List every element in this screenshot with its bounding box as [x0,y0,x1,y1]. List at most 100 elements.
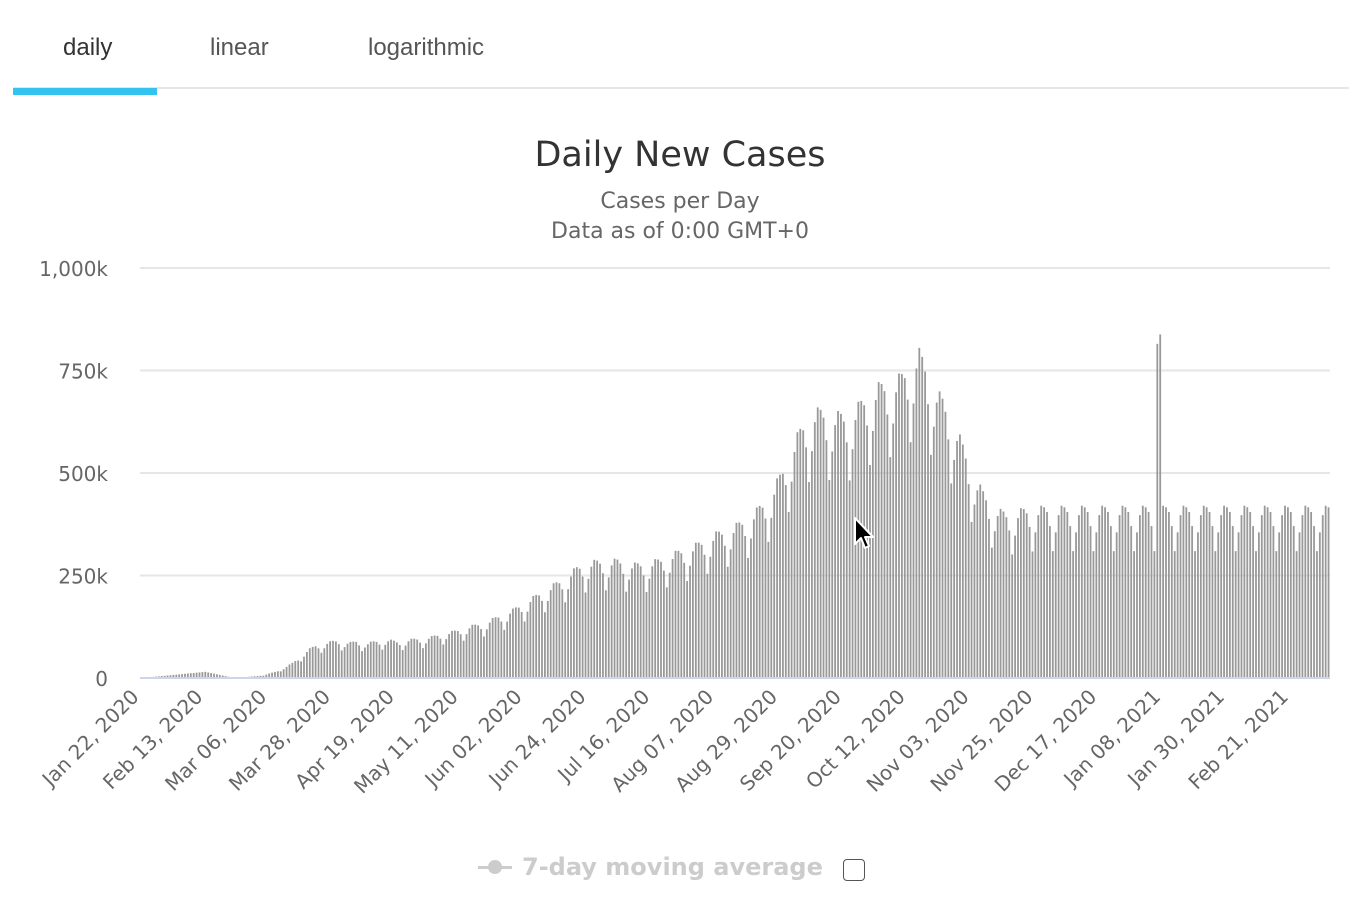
daily-cases-bar [1069,526,1072,678]
daily-cases-bar [662,570,665,678]
daily-cases-bar [1191,526,1194,678]
daily-cases-bar [573,568,575,678]
daily-cases-bar [1284,505,1286,678]
tab-bar: daily linear logarithmic [0,0,1362,96]
daily-cases-bar [822,417,825,678]
daily-cases-bar [358,645,361,678]
daily-cases-bar [314,646,317,678]
daily-cases-bar [837,411,839,678]
daily-cases-bar [1170,526,1173,678]
daily-cases-bar [645,591,648,678]
daily-cases-bar [175,674,178,678]
daily-cases-bar [781,473,784,678]
daily-cases-bar [744,536,747,678]
daily-cases-bar [773,494,776,678]
daily-cases-bar [712,540,715,678]
daily-cases-bar [842,421,845,678]
daily-cases-bar [584,592,587,678]
daily-cases-bar [546,600,549,678]
daily-cases-bar [1118,515,1121,678]
daily-cases-bar [210,673,213,678]
daily-cases-bar [279,671,282,678]
daily-cases-bar [1054,532,1057,678]
tab-linear[interactable]: linear [210,34,269,61]
daily-cases-bar [1228,511,1231,678]
daily-cases-bar [990,547,993,678]
daily-cases-bar [1121,505,1124,678]
daily-cases-bar [317,648,320,678]
daily-cases-bar [903,378,906,678]
daily-cases-bar [1066,511,1069,678]
daily-cases-bar [898,373,900,678]
daily-cases-bar [483,636,485,678]
daily-cases-bar [523,621,526,678]
daily-cases-bar [831,451,834,678]
daily-cases-bar [494,617,497,678]
daily-cases-bar [866,425,868,678]
moving-average-checkbox[interactable] [843,859,865,881]
daily-cases-bar [793,452,796,678]
mouse-pointer-icon [854,517,874,549]
daily-cases-bar [581,576,584,678]
daily-cases-bar [303,656,305,678]
daily-cases-bar [1278,532,1281,678]
daily-cases-bar [558,583,561,678]
daily-cases-bar [387,641,390,678]
daily-cases-bar [285,666,288,678]
daily-cases-bar [1226,507,1228,678]
daily-cases-bar [323,648,326,678]
daily-cases-bar [424,643,427,678]
daily-cases-bar [767,541,770,678]
daily-cases-bar [1049,526,1051,678]
daily-cases-bar [660,561,662,678]
daily-cases-bar [514,607,517,678]
moving-average-legend[interactable]: 7-day moving average [478,852,823,882]
daily-cases-bar [1179,515,1182,678]
tab-logarithmic[interactable]: logarithmic [368,34,485,61]
daily-cases-bar [1136,532,1138,678]
daily-cases-bar [1072,551,1075,678]
daily-cases-bar [941,398,944,678]
daily-cases-bar [604,590,607,678]
daily-cases-bar [848,480,851,678]
daily-cases-bar [932,426,935,678]
daily-cases-bar [512,608,514,678]
daily-cases-bar [854,420,857,678]
daily-cases-bar [575,567,578,678]
daily-cases-bar [851,449,854,678]
daily-cases-bar [1159,334,1162,678]
daily-cases-bar [752,519,755,678]
daily-cases-bar [732,533,735,678]
daily-cases-bar [1095,532,1098,678]
daily-cases-bar [454,630,456,678]
daily-cases-bar [1031,551,1034,678]
active-tab-indicator [13,88,157,95]
daily-cases-bar [265,674,268,678]
daily-cases-bar [871,430,874,678]
daily-cases-bar [738,522,741,678]
daily-cases-bar [770,517,773,678]
daily-cases-bar [755,507,758,678]
daily-cases-bar [874,399,877,678]
daily-cases-bar [1141,505,1144,678]
daily-cases-bar [619,563,622,678]
daily-cases-bar [1017,518,1019,678]
daily-cases-bar [680,553,683,678]
daily-cases-bar [1138,515,1141,678]
daily-cases-bar [169,675,172,678]
y-tick-label: 500k [58,462,108,486]
daily-cases-bar [213,673,215,678]
daily-cases-bar [1133,551,1135,678]
tab-divider [13,87,1349,89]
daily-cases-bar [1289,511,1292,678]
tab-daily[interactable]: daily [63,34,113,61]
daily-cases-bar [430,636,433,678]
daily-cases-bar [993,531,996,678]
daily-cases-bar [982,491,985,678]
daily-cases-bar [282,669,285,678]
daily-cases-bar [189,673,192,678]
daily-cases-bar [1281,515,1284,678]
daily-cases-bar [628,579,630,678]
daily-cases-bar [892,423,895,678]
